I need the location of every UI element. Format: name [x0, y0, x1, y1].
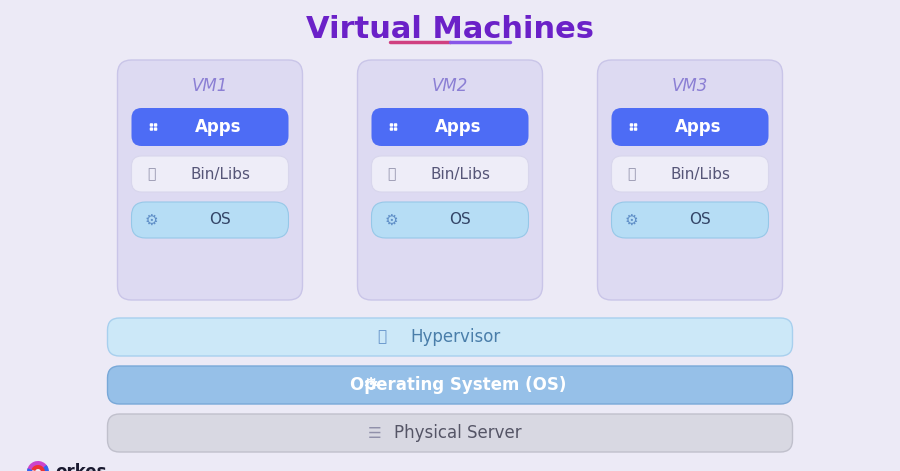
FancyBboxPatch shape	[118, 60, 302, 300]
Wedge shape	[27, 465, 49, 471]
FancyBboxPatch shape	[394, 127, 397, 131]
FancyBboxPatch shape	[634, 123, 637, 127]
FancyBboxPatch shape	[611, 202, 769, 238]
Text: ⚙: ⚙	[384, 212, 399, 227]
Text: OS: OS	[689, 212, 711, 227]
FancyBboxPatch shape	[372, 108, 528, 146]
Wedge shape	[27, 461, 49, 471]
Text: OS: OS	[449, 212, 471, 227]
FancyBboxPatch shape	[598, 60, 782, 300]
FancyBboxPatch shape	[357, 60, 543, 300]
FancyBboxPatch shape	[149, 123, 153, 127]
FancyBboxPatch shape	[390, 127, 393, 131]
FancyBboxPatch shape	[630, 127, 633, 131]
Text: Operating System (OS): Operating System (OS)	[350, 376, 566, 394]
FancyBboxPatch shape	[634, 127, 637, 131]
FancyBboxPatch shape	[630, 123, 633, 127]
FancyBboxPatch shape	[107, 318, 793, 356]
Text: VM1: VM1	[192, 77, 229, 95]
Text: Bin/Libs: Bin/Libs	[670, 167, 730, 181]
FancyBboxPatch shape	[611, 108, 769, 146]
Text: Apps: Apps	[675, 118, 721, 136]
FancyBboxPatch shape	[372, 156, 528, 192]
Wedge shape	[32, 465, 45, 471]
Text: orkes: orkes	[55, 463, 106, 471]
Text: VM2: VM2	[432, 77, 468, 95]
Text: ⚙: ⚙	[362, 376, 378, 394]
Text: Hypervisor: Hypervisor	[410, 328, 500, 346]
Text: 📚: 📚	[148, 167, 156, 181]
Text: Apps: Apps	[194, 118, 241, 136]
Text: Apps: Apps	[435, 118, 482, 136]
Text: 🗄: 🗄	[377, 330, 387, 344]
FancyBboxPatch shape	[149, 127, 153, 131]
FancyBboxPatch shape	[154, 127, 157, 131]
FancyBboxPatch shape	[131, 202, 289, 238]
Text: ☰: ☰	[368, 425, 382, 440]
FancyBboxPatch shape	[154, 123, 157, 127]
FancyBboxPatch shape	[394, 123, 397, 127]
FancyBboxPatch shape	[107, 414, 793, 452]
Text: VM3: VM3	[671, 77, 708, 95]
Text: ⚙: ⚙	[145, 212, 158, 227]
Text: OS: OS	[209, 212, 231, 227]
Text: ⚙: ⚙	[625, 212, 638, 227]
FancyBboxPatch shape	[390, 123, 393, 127]
FancyBboxPatch shape	[131, 108, 289, 146]
Text: Bin/Libs: Bin/Libs	[430, 167, 490, 181]
FancyBboxPatch shape	[611, 156, 769, 192]
FancyBboxPatch shape	[131, 156, 289, 192]
Text: Virtual Machines: Virtual Machines	[306, 16, 594, 44]
Text: Bin/Libs: Bin/Libs	[190, 167, 250, 181]
Text: 📚: 📚	[387, 167, 396, 181]
Text: Physical Server: Physical Server	[394, 424, 522, 442]
FancyBboxPatch shape	[372, 202, 528, 238]
FancyBboxPatch shape	[107, 366, 793, 404]
Text: 📚: 📚	[627, 167, 635, 181]
